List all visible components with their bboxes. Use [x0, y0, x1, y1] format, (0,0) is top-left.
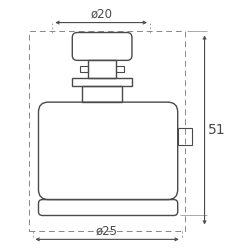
Text: 51: 51 — [208, 123, 225, 137]
Text: ø20: ø20 — [90, 8, 112, 20]
Text: ø25: ø25 — [96, 224, 118, 237]
